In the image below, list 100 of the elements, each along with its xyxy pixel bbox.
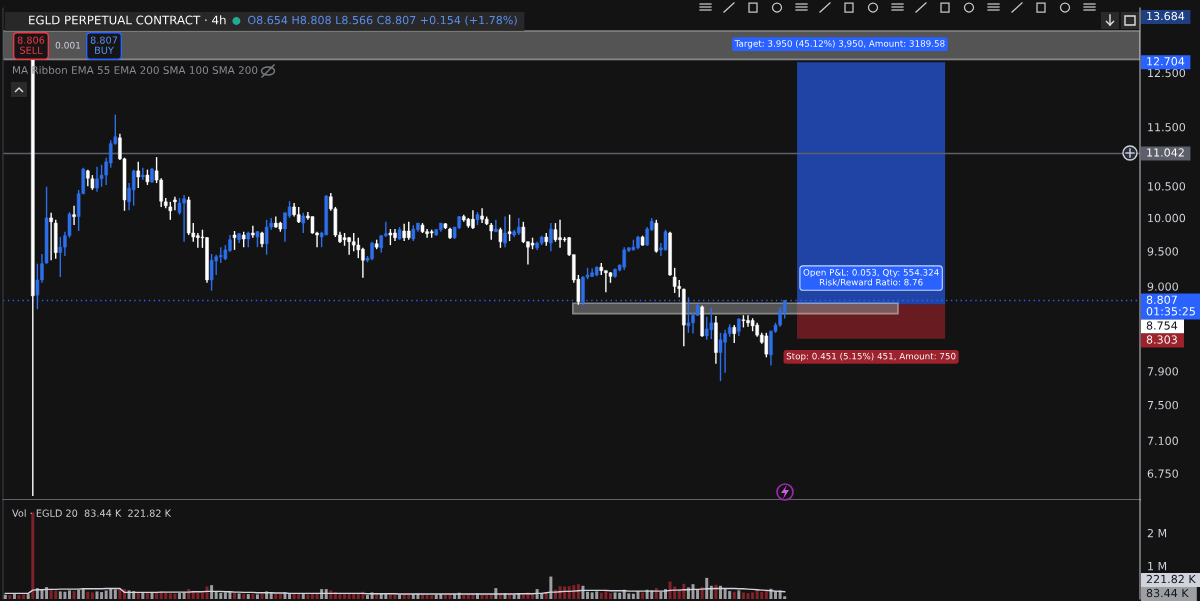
bar [531, 594, 535, 599]
bar [31, 512, 35, 599]
bar [576, 584, 580, 599]
bar [714, 584, 718, 599]
bar [737, 590, 741, 599]
bar [205, 586, 209, 599]
bar [407, 594, 411, 599]
bar [540, 593, 544, 599]
y-tick-label: 10.500 [1148, 182, 1186, 191]
candlestick [663, 229, 668, 252]
bar [178, 593, 181, 599]
bar [430, 595, 434, 599]
annotation: Open P&L: 0.053, Qty: 554.324 Risk/Reward Ratio: 8.76 [803, 269, 939, 287]
y-tick-label: 11.500 [1148, 122, 1186, 132]
bar [223, 592, 227, 599]
candlestick [494, 219, 498, 233]
bar [627, 593, 631, 599]
bar [86, 591, 90, 599]
bar [67, 590, 71, 599]
bar [45, 587, 49, 599]
candlestick [301, 212, 306, 234]
y-tick-label: 1 M [1148, 562, 1167, 571]
band-label: Stop: 0.451 (5.15%) 451, Amount: 750 [786, 352, 956, 362]
bar [641, 592, 645, 599]
y-tick-label: 10.000 [1148, 213, 1186, 223]
bar [434, 594, 438, 599]
bar [306, 594, 310, 599]
bar [40, 589, 44, 599]
bar [251, 593, 255, 599]
bar [22, 594, 26, 599]
bar [549, 576, 553, 599]
annotation: 0.001 [55, 41, 81, 49]
bar [196, 592, 200, 599]
bar [751, 592, 755, 599]
text: 12.704 [1147, 57, 1185, 66]
candlestick [521, 221, 526, 244]
bar [393, 594, 397, 599]
bar [233, 593, 237, 599]
text: 83.44 K [1146, 588, 1189, 598]
candlestick [503, 215, 507, 248]
bar [77, 589, 81, 599]
bar [375, 594, 379, 599]
text: O8.654 H8.808 L8.566 C8.807 +0.154 (+1.78%) [248, 15, 517, 26]
bar [145, 593, 149, 599]
bar [63, 591, 67, 599]
bar [95, 591, 99, 599]
bar [352, 593, 356, 599]
bar [260, 594, 264, 599]
y-tick-label: 9.000 [1147, 282, 1179, 291]
y-tick-label: 7.500 [1147, 400, 1179, 410]
bar [164, 592, 168, 599]
bar [659, 591, 663, 599]
bar [269, 593, 273, 599]
bar [723, 588, 727, 599]
bar [17, 595, 21, 599]
bar [384, 594, 388, 599]
candlestick [168, 201, 173, 221]
bar [343, 593, 347, 599]
candlestick [718, 332, 723, 382]
bar [563, 586, 567, 599]
bar [613, 592, 617, 599]
bar [719, 585, 722, 599]
bar [237, 593, 241, 599]
band-label: Target: 3.950 (45.12%) 3,950, Amount: 3189.58 [734, 40, 945, 49]
bar [58, 591, 62, 599]
text: 8.303 [1146, 335, 1177, 344]
ref-line-label: 11.042 [1147, 148, 1184, 157]
bar [608, 593, 612, 599]
bar [100, 592, 104, 599]
bar [228, 592, 232, 599]
bar [590, 592, 594, 599]
bar [113, 589, 117, 599]
candlestick [209, 253, 214, 292]
bar [72, 591, 76, 599]
bar [686, 587, 690, 599]
candlestick [549, 222, 553, 252]
bar [173, 593, 177, 599]
y-tick-label: 12.500 [1148, 68, 1186, 78]
bar [315, 593, 319, 599]
candlestick [709, 307, 714, 340]
text: 221.82 K [1146, 574, 1196, 584]
text: 13.684 [1147, 11, 1185, 21]
y-tick-label: 2 M [1147, 528, 1167, 538]
bar [595, 591, 599, 599]
candlestick [141, 167, 145, 181]
annotation: 8.807 BUY [90, 36, 118, 54]
y-tick-label: 9.500 [1147, 247, 1179, 256]
candlestick [356, 237, 361, 259]
bar [242, 593, 246, 599]
bar [732, 591, 736, 599]
annotation: 8.806 SELL [17, 36, 45, 54]
bar [168, 593, 172, 599]
bar [443, 595, 447, 599]
bar [3, 594, 7, 599]
bar [90, 592, 94, 599]
bar [365, 595, 369, 599]
text: 8.754 [1146, 321, 1178, 330]
candlestick [251, 225, 255, 239]
bar [388, 594, 392, 599]
bar [200, 593, 204, 599]
